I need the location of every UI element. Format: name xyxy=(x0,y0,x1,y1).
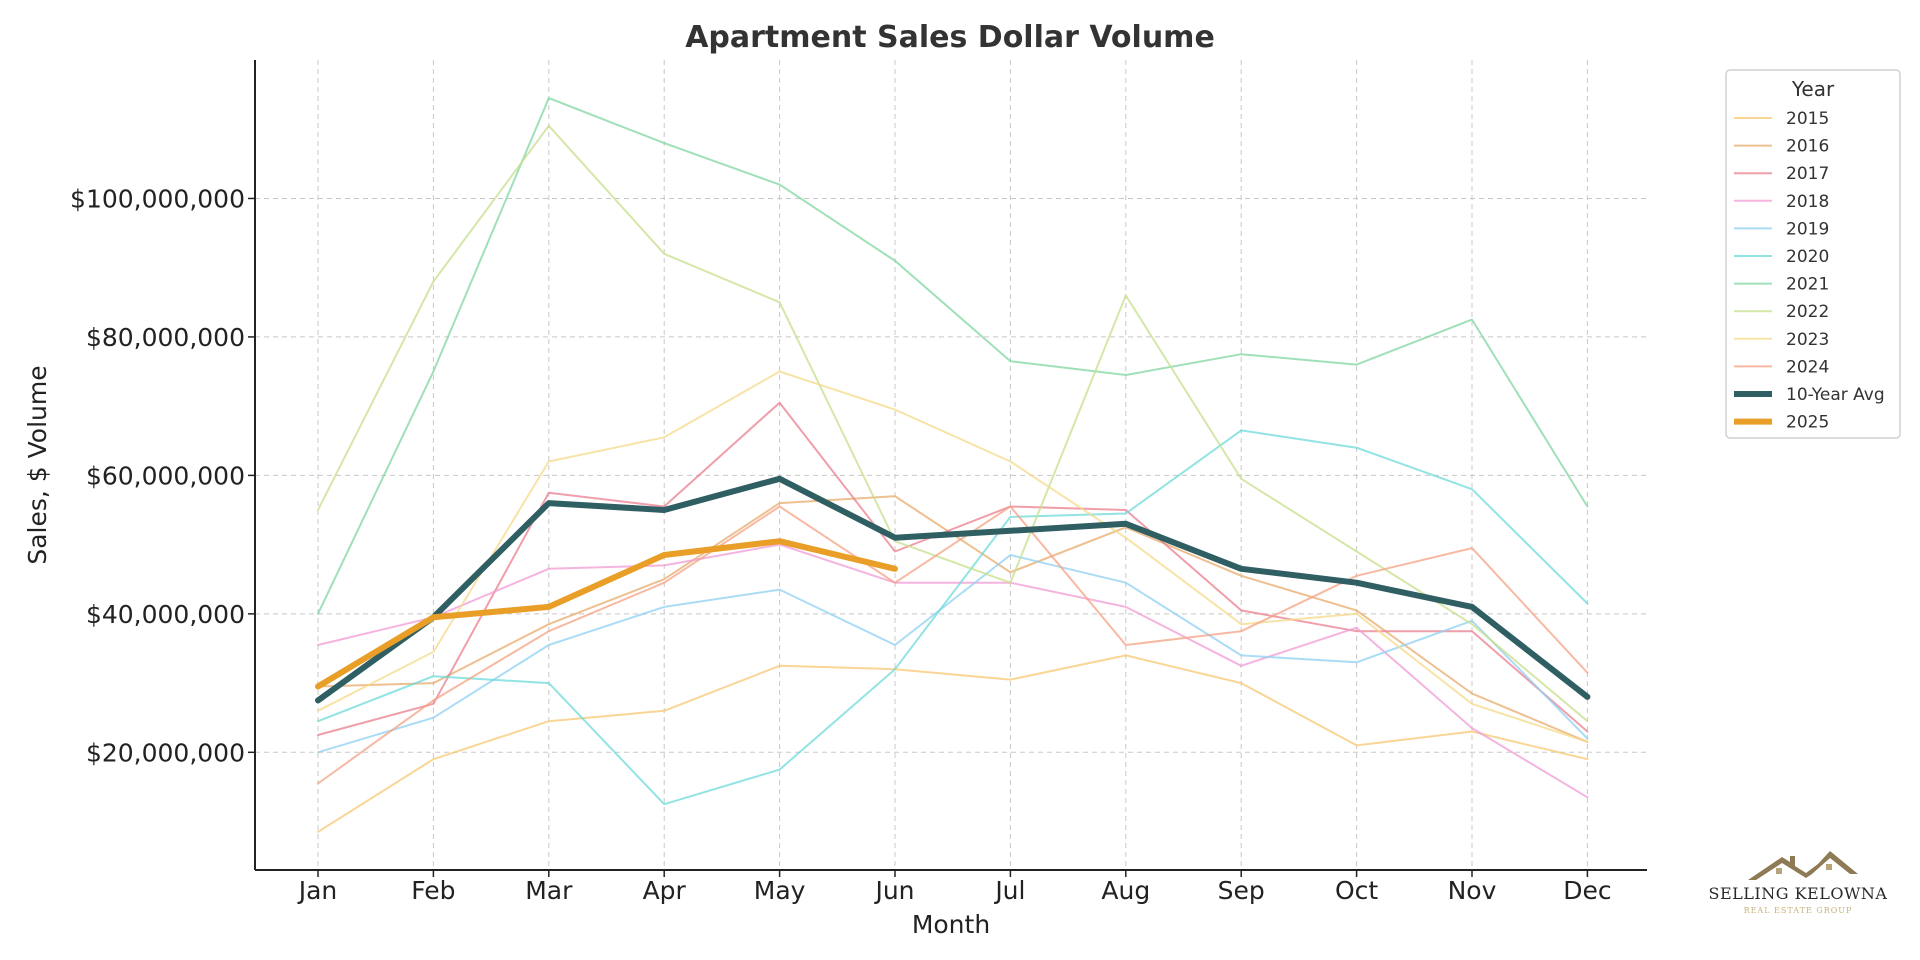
selling-kelowna-logo: SELLING KELOWNA REAL ESTATE GROUP xyxy=(1709,851,1888,915)
y-axis-title: Sales, $ Volume xyxy=(23,365,52,564)
logo-name: SELLING KELOWNA xyxy=(1709,884,1888,903)
series-line-2015 xyxy=(317,654,1589,833)
x-tick-labels: Jan Feb Mar Apr May Jun Jul Aug Sep Oct Nov Dec xyxy=(297,870,1612,905)
series-line-2018 xyxy=(317,543,1589,799)
x-tick-label: Jun xyxy=(873,876,914,905)
x-tick-label: Jul xyxy=(993,876,1025,905)
x-tick-label: Dec xyxy=(1563,876,1611,905)
series-line-2025 xyxy=(315,538,898,690)
y-tick-label: $20,000,000 xyxy=(86,738,245,767)
series-line-2022 xyxy=(317,124,1589,723)
legend-label-2020: 2020 xyxy=(1786,247,1829,267)
legend-label-2019: 2019 xyxy=(1786,219,1829,239)
chart-title: Apartment Sales Dollar Volume xyxy=(685,20,1215,55)
window-icon xyxy=(1826,864,1832,870)
legend-label-2022: 2022 xyxy=(1786,302,1829,322)
x-tick-label: Jan xyxy=(297,876,338,905)
series-line-2020 xyxy=(317,429,1589,806)
legend-label-2016: 2016 xyxy=(1786,137,1829,157)
legend: Year 2015 2016 2017 2018 2019 2020 2021 2022 202… xyxy=(1725,69,1901,439)
x-tick-label: May xyxy=(754,876,806,905)
house-roof-icon xyxy=(1748,851,1858,880)
legend-label-2025: 2025 xyxy=(1786,413,1829,433)
y-tick-label: $60,000,000 xyxy=(86,461,245,490)
y-tick-label: $100,000,000 xyxy=(70,184,245,213)
x-tick-label: Apr xyxy=(643,876,687,905)
legend-label-2024: 2024 xyxy=(1786,357,1829,377)
logo-tagline: REAL ESTATE GROUP xyxy=(1744,906,1853,915)
legend-label-2023: 2023 xyxy=(1786,330,1829,350)
grid xyxy=(255,60,1647,870)
series-line-2023 xyxy=(317,370,1589,743)
legend-label-2018: 2018 xyxy=(1786,192,1829,212)
series-line-2017 xyxy=(317,401,1589,736)
series-line-10-year-avg xyxy=(315,475,1591,704)
legend-label-10-year-avg: 10-Year Avg xyxy=(1786,385,1885,405)
legend-box xyxy=(1725,69,1901,439)
y-tick-label: $80,000,000 xyxy=(86,323,245,352)
x-tick-label: Nov xyxy=(1448,876,1497,905)
legend-label-2021: 2021 xyxy=(1786,275,1829,295)
x-tick-label: Feb xyxy=(411,876,455,905)
x-tick-label: Oct xyxy=(1335,876,1378,905)
legend-title: Year xyxy=(1791,77,1835,101)
x-axis-title: Month xyxy=(912,910,990,939)
x-tick-label: Mar xyxy=(525,876,573,905)
window-icon xyxy=(1776,868,1782,874)
legend-label-2017: 2017 xyxy=(1786,164,1829,184)
x-tick-label: Aug xyxy=(1101,876,1150,905)
x-tick-label: Sep xyxy=(1218,876,1265,905)
series-lines xyxy=(315,97,1591,833)
y-tick-label: $40,000,000 xyxy=(86,600,245,629)
series-line-2021 xyxy=(317,97,1589,615)
legend-label-2015: 2015 xyxy=(1786,109,1829,129)
series-line-2019 xyxy=(317,554,1589,754)
y-tick-labels: $20,000,000 $40,000,000 $60,000,000 $80,000… xyxy=(70,184,255,767)
series-line-2024 xyxy=(317,505,1589,785)
